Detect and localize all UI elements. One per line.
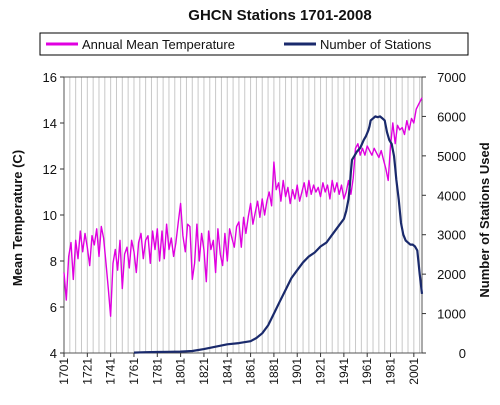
chart-title: GHCN Stations 1701-2008: [188, 7, 371, 24]
stations-series-line: [133, 115, 424, 354]
right-tick-label: 0: [459, 346, 466, 361]
gridlines: [63, 77, 421, 353]
left-tick-label: 8: [50, 254, 57, 269]
right-axis-ticks: 0 1000 2000 3000 4000 5000 6000 7000: [422, 70, 466, 361]
x-tick-label: 1841: [220, 358, 234, 385]
x-tick-label: 1821: [197, 358, 211, 385]
left-tick-label: 16: [43, 70, 57, 85]
right-axis-label: Number of Stations Used: [477, 142, 492, 297]
right-tick-label: 4000: [437, 188, 466, 203]
plot-area: [63, 76, 423, 354]
x-tick-label: 1881: [267, 358, 281, 385]
right-tick-label: 2000: [437, 267, 466, 282]
x-tick-label: 1961: [360, 358, 374, 385]
right-tick-label: 1000: [437, 307, 466, 322]
x-tick-label: 1981: [384, 358, 398, 385]
left-axis-ticks: 4 6 8 10 12 14 16: [43, 70, 64, 361]
x-tick-label: 1741: [104, 358, 118, 385]
legend-label-temperature: Annual Mean Temperature: [82, 37, 235, 52]
x-tick-label: 1921: [314, 358, 328, 385]
left-tick-label: 6: [50, 300, 57, 315]
x-tick-label: 1701: [57, 358, 71, 385]
x-tick-label: 1861: [244, 358, 258, 385]
right-tick-label: 5000: [437, 149, 466, 164]
temperature-series-line: [63, 97, 423, 317]
x-axis-ticks: 1701 1721 1741 1761 1781 1801 1821 1841 1861 1881…: [57, 353, 421, 385]
left-tick-label: 4: [50, 346, 57, 361]
series-layer: [63, 97, 424, 354]
left-tick-label: 14: [43, 116, 57, 131]
x-tick-label: 1781: [150, 358, 164, 385]
left-axis-label: Mean Temperature (C): [10, 150, 25, 286]
x-tick-label: 2001: [407, 358, 421, 385]
legend: Annual Mean Temperature Number of Statio…: [39, 32, 469, 56]
left-tick-label: 12: [43, 162, 57, 177]
right-tick-label: 7000: [437, 70, 466, 85]
x-tick-label: 1941: [337, 358, 351, 385]
x-tick-label: 1761: [127, 358, 141, 385]
legend-box: [39, 32, 469, 56]
legend-label-stations: Number of Stations: [320, 37, 432, 52]
right-tick-label: 3000: [437, 228, 466, 243]
left-tick-label: 10: [43, 208, 57, 223]
x-tick-label: 1801: [174, 358, 188, 385]
right-tick-label: 6000: [437, 109, 466, 124]
x-tick-label: 1901: [290, 358, 304, 385]
x-tick-label: 1721: [80, 358, 94, 385]
